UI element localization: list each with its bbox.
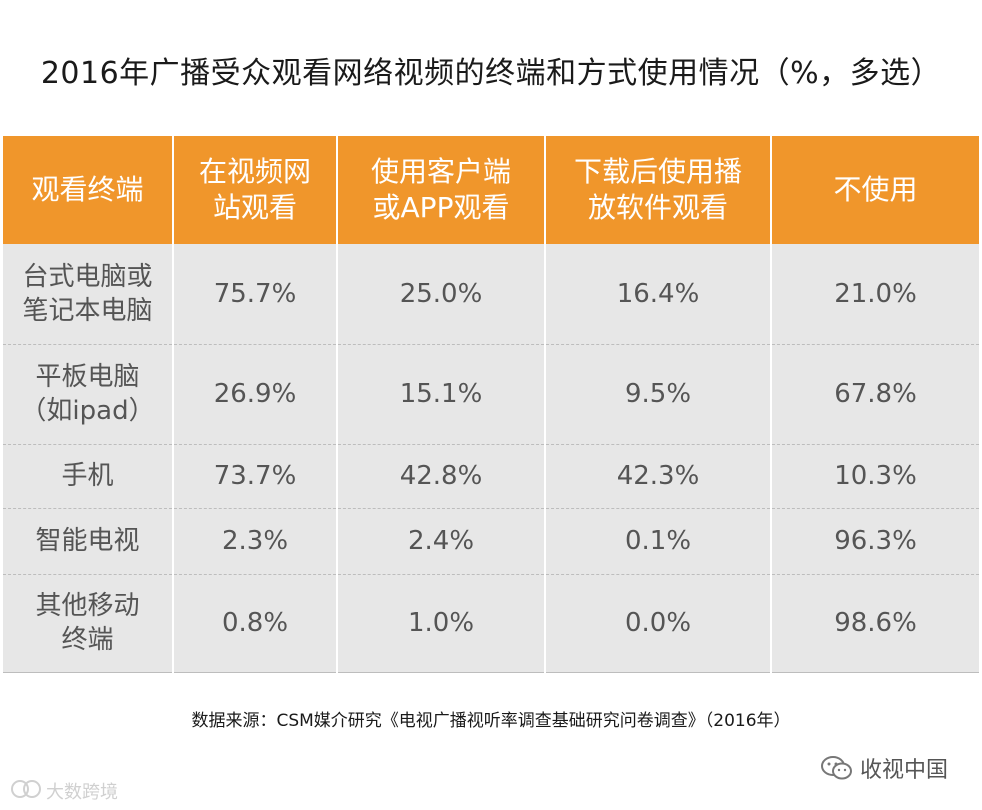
table-cell: 26.9%	[172, 344, 337, 445]
table-cell: 21.0%	[770, 244, 979, 345]
row-label-line: 其他移动	[35, 591, 140, 621]
row-label-line: 智能电视	[35, 526, 140, 556]
column-header: 使用客户端 或APP观看	[336, 136, 545, 244]
table-cell: 42.8%	[336, 444, 545, 509]
row-label-line: 终端	[61, 625, 114, 655]
column-header: 不使用	[770, 136, 979, 244]
column-header-line: 或APP观看	[372, 191, 510, 224]
table-cell: 98.6%	[770, 574, 979, 673]
table-cell: 0.1%	[544, 508, 771, 575]
table-cell: 67.8%	[770, 344, 979, 445]
column-header-line: 站观看	[212, 191, 297, 224]
table-cell: 42.3%	[544, 444, 771, 509]
table-row: 手机 73.7% 42.8% 42.3% 10.3%	[3, 444, 979, 509]
watermark-text: 大数跨境	[46, 782, 118, 803]
row-label: 手机	[3, 444, 173, 509]
column-header-line: 使用客户端	[370, 155, 511, 188]
row-label: 其他移动 终端	[3, 574, 173, 673]
column-header-line: 放软件观看	[587, 191, 728, 224]
table-cell: 15.1%	[336, 344, 545, 445]
table-cell: 73.7%	[172, 444, 337, 509]
column-header-line: 在视频网	[198, 155, 311, 188]
watermark: 大数跨境	[10, 778, 118, 804]
column-header: 在视频网 站观看	[172, 136, 337, 244]
table-cell: 2.4%	[336, 508, 545, 575]
row-label-line: 笔记本电脑	[22, 295, 153, 326]
row-label: 平板电脑 （如ipad）	[3, 344, 173, 445]
row-label-line: 手机	[61, 461, 114, 491]
data-table: 观看终端 在视频网 站观看 使用客户端 或APP观看 下载后使用播 放软件观看 不使用 台式电…	[3, 136, 979, 673]
table-row: 其他移动 终端 0.8% 1.0% 0.0% 98.6%	[3, 574, 979, 673]
table-header-row: 观看终端 在视频网 站观看 使用客户端 或APP观看 下载后使用播 放软件观看 不使用	[3, 136, 979, 244]
watermark-logo-icon	[10, 779, 42, 804]
table-cell: 16.4%	[544, 244, 771, 345]
table-cell: 1.0%	[336, 574, 545, 673]
table-row: 平板电脑 （如ipad） 26.9% 15.1% 9.5% 67.8%	[3, 344, 979, 445]
table-cell: 10.3%	[770, 444, 979, 509]
column-header: 观看终端	[3, 136, 173, 244]
source-note: 数据来源：CSM媒介研究《电视广播视听率调查基础研究问卷调查》（2016年）	[191, 711, 791, 731]
column-header-line: 下载后使用播	[573, 155, 742, 188]
row-label-line: 平板电脑	[35, 362, 140, 392]
row-label: 智能电视	[3, 508, 173, 575]
table-cell: 0.8%	[172, 574, 337, 673]
table-row: 台式电脑或 笔记本电脑 75.7% 25.0% 16.4% 21.0%	[3, 244, 979, 345]
wechat-name: 收视中国	[859, 758, 948, 783]
table-cell: 2.3%	[172, 508, 337, 575]
column-header: 下载后使用播 放软件观看	[544, 136, 771, 244]
table-cell: 75.7%	[172, 244, 337, 345]
row-label: 台式电脑或 笔记本电脑	[3, 244, 173, 345]
page-title: 2016年广播受众观看网络视频的终端和方式使用情况（%，多选）	[40, 56, 942, 91]
table-cell: 25.0%	[336, 244, 545, 345]
row-label-line: 台式电脑或	[22, 261, 153, 292]
wechat-brand: 收视中国	[820, 752, 948, 784]
table-cell: 9.5%	[544, 344, 771, 445]
column-header-line: 不使用	[833, 173, 918, 206]
table-body: 台式电脑或 笔记本电脑 75.7% 25.0% 16.4% 21.0% 平板电脑 （如ipad…	[3, 244, 979, 673]
table-cell: 96.3%	[770, 508, 979, 575]
table-cell: 0.0%	[544, 574, 771, 673]
column-header-line: 观看终端	[31, 173, 144, 206]
wechat-icon	[820, 755, 854, 781]
table-row: 智能电视 2.3% 2.4% 0.1% 96.3%	[3, 508, 979, 575]
row-label-line: （如ipad）	[20, 396, 155, 426]
